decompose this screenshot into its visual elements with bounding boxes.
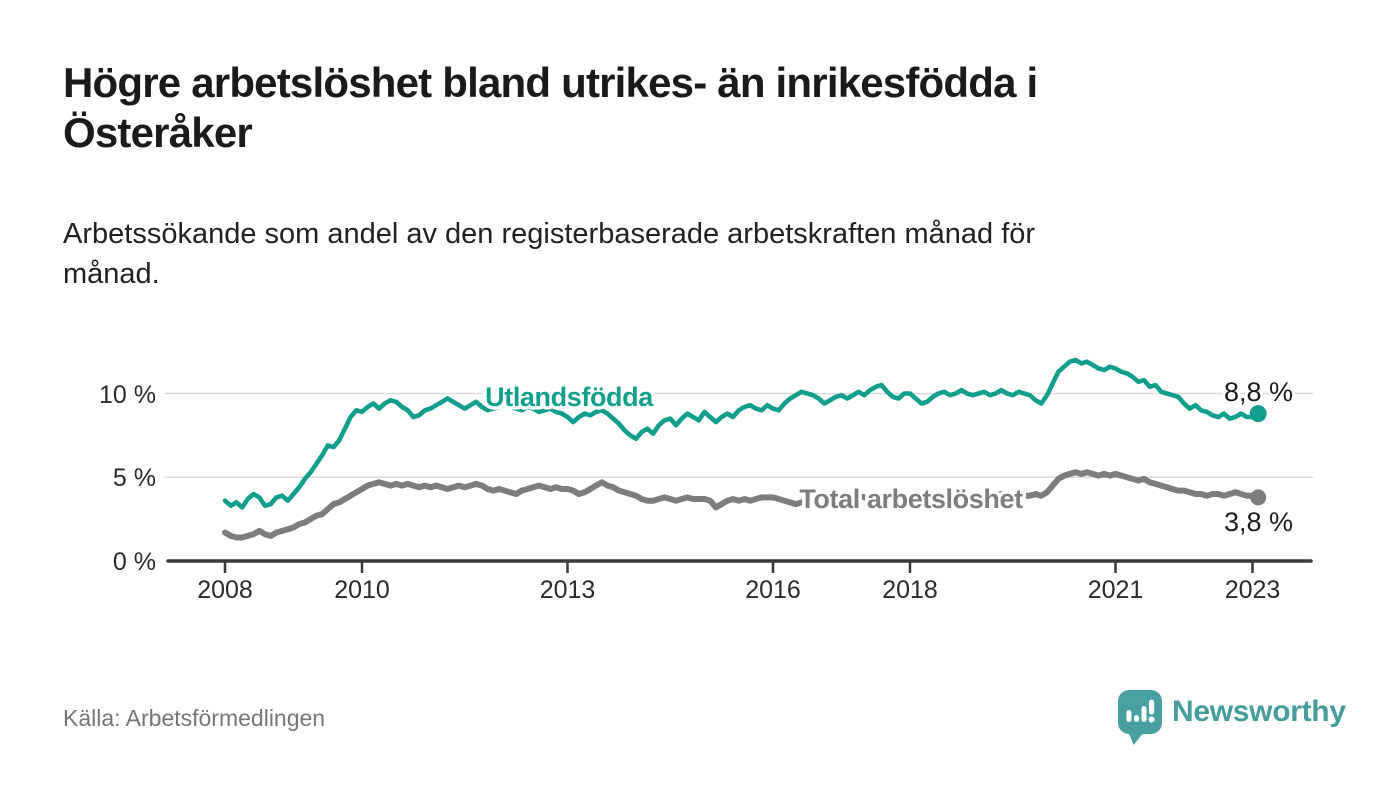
series-end-dot-total-arbetsloshet — [1250, 489, 1267, 506]
page-title-line-2: Österåker — [63, 109, 253, 157]
x-axis-tick-label-2023: 2023 — [1225, 576, 1281, 604]
speech-bubble-tail — [1128, 731, 1145, 745]
exclamation-bar — [1149, 699, 1155, 715]
chart-plot-layer: 2008 2010 2013 2016 2018 2021 2023 — [165, 357, 1313, 604]
x-axis-tick-label-2013: 2013 — [540, 576, 596, 604]
end-value-label-utlandsfodda: 8,8 % — [1224, 377, 1293, 407]
y-axis-label-10: 10 % — [99, 381, 156, 409]
series-line-utlandsfodda — [222, 357, 1261, 510]
x-axis-tick-label-2016: 2016 — [745, 576, 801, 604]
chart-subtitle-line-2: månad. — [63, 258, 160, 291]
x-axis-tick-label-2021: 2021 — [1088, 576, 1144, 604]
x-axis-tick-label-2008: 2008 — [197, 576, 253, 604]
series-end-dot-utlandsfodda — [1249, 405, 1267, 423]
source-note: Källa: Arbetsförmedlingen — [63, 705, 326, 731]
chart-subtitle-line-1: Arbetssökande som andel av den registerb… — [63, 218, 1036, 250]
exclamation-dot — [1148, 716, 1155, 723]
series-label-utlandsfodda: Utlandsfödda — [485, 382, 654, 412]
x-axis-tick-label-2018: 2018 — [882, 576, 938, 604]
bar-2 — [1134, 715, 1139, 722]
chart-subtitle: Arbetssökande som andel av den registerb… — [63, 214, 1303, 294]
bar-3 — [1141, 706, 1147, 722]
newsworthy-logo-icon — [1118, 690, 1162, 745]
page-title: Högre arbetslöshet bland utrikes- än inr… — [63, 58, 1353, 159]
newsworthy-wordmark: Newsworthy — [1172, 695, 1346, 728]
series-line-total-arbetsloshet — [222, 469, 1262, 541]
x-axis-tick-label-2010: 2010 — [334, 576, 390, 604]
bar-1 — [1126, 710, 1132, 722]
series-label-total-arbetsloshet: Total arbetslöshet — [799, 484, 1023, 514]
end-value-label-total-arbetsloshet: 3,8 % — [1224, 507, 1293, 537]
y-axis-label-0: 0 % — [113, 548, 156, 576]
y-axis-label-5: 5 % — [113, 464, 156, 492]
page-title-line-1: Högre arbetslöshet bland utrikes- än inr… — [63, 59, 1038, 106]
